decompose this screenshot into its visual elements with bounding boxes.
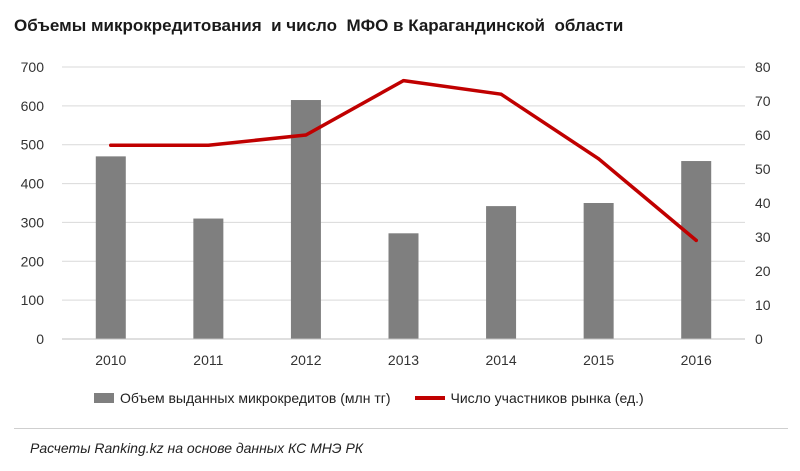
y-right-tick-label: 20 (755, 263, 771, 279)
bar (193, 218, 224, 339)
legend: Объем выданных микрокредитов (млн тг) Чи… (94, 387, 668, 409)
y-right-tick-label: 40 (755, 195, 771, 211)
legend-item-line: Число участников рынка (ед.) (414, 390, 644, 406)
y-axis-right: 0 10 20 30 40 50 60 70 80 (755, 59, 771, 347)
line-point (304, 133, 308, 137)
x-tick-label: 2015 (583, 352, 614, 368)
bar (388, 233, 419, 339)
x-tick-label: 2011 (193, 352, 223, 368)
bar (583, 203, 614, 339)
y-right-tick-label: 60 (755, 127, 771, 143)
x-tick-label: 2012 (290, 352, 321, 368)
x-tick-label: 2016 (681, 352, 712, 368)
y-right-tick-label: 0 (755, 331, 763, 347)
y-left-tick-label: 700 (21, 59, 45, 75)
y-left-tick-label: 500 (21, 137, 45, 153)
bar (290, 100, 321, 340)
y-left-tick-label: 300 (21, 214, 45, 230)
y-right-tick-label: 80 (755, 59, 771, 75)
line-point (109, 143, 113, 147)
y-right-tick-label: 30 (755, 229, 771, 245)
x-axis: 2010 2011 2012 2013 2014 2015 2016 (62, 338, 745, 368)
x-tick-label: 2014 (485, 352, 516, 368)
line-point (499, 92, 503, 96)
bar (486, 206, 517, 339)
y-left-tick-label: 200 (21, 253, 45, 269)
legend-swatch-bar (94, 393, 114, 403)
legend-item-bars: Объем выданных микрокредитов (млн тг) (94, 390, 391, 406)
y-left-tick-label: 0 (36, 331, 44, 347)
bar-series (95, 100, 712, 340)
y-left-tick-label: 600 (21, 98, 45, 114)
y-left-tick-label: 400 (21, 176, 45, 192)
legend-label-line: Число участников рынка (ед.) (450, 390, 644, 406)
x-tick-label: 2013 (388, 352, 419, 368)
source-note: Расчеты Ranking.kz на основе данных КС М… (30, 440, 364, 456)
y-axis-left: 0 100 200 300 400 500 600 700 (21, 59, 45, 347)
line-point (597, 157, 601, 161)
bar (681, 161, 712, 339)
legend-label-bars: Объем выданных микрокредитов (млн тг) (120, 390, 391, 406)
divider (14, 428, 788, 429)
y-right-tick-label: 50 (755, 161, 771, 177)
line-point (206, 143, 210, 147)
line-point (401, 79, 406, 83)
line-series (109, 78, 698, 243)
y-right-tick-label: 10 (755, 297, 771, 313)
bar (95, 156, 126, 339)
y-right-tick-label: 70 (755, 93, 771, 109)
legend-swatch-line (414, 396, 445, 400)
chart-title: Объемы микрокредитования и число МФО в К… (14, 16, 624, 35)
y-left-tick-label: 100 (21, 292, 45, 308)
line-point (694, 238, 698, 242)
x-tick-label: 2010 (95, 352, 126, 368)
